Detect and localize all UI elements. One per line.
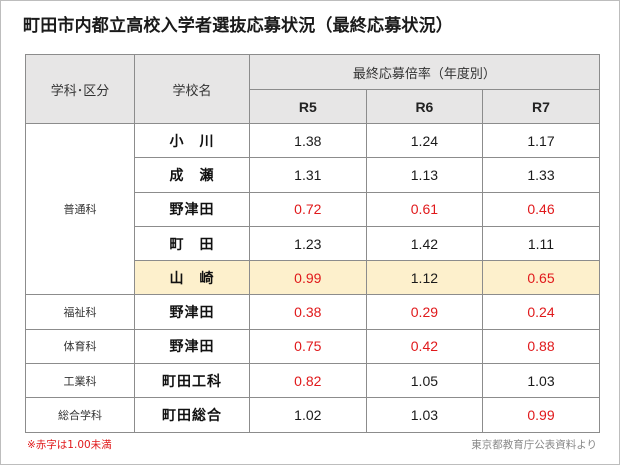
- school-name-cell: 町 田: [134, 225, 250, 262]
- table-body: 普通科小 川 1.38 1.24 1.17 成 瀬 1.31 1.13 1.33 野津田 0.72…: [25, 122, 600, 433]
- table-row: 工業科 町田工科 0.82 1.05 1.03: [25, 363, 600, 399]
- footnote-red-text: ※赤字は1.00未満: [27, 439, 112, 451]
- table-row: 福祉科 野津田 0.38 0.29 0.24: [25, 294, 600, 330]
- ratio-cell: 1.33: [482, 157, 600, 193]
- source-note: 東京都教育庁公表資料より: [471, 439, 597, 451]
- table-row: 普通科小 川 1.38 1.24 1.17: [25, 122, 600, 296]
- ratio-cell: 0.42: [365, 328, 484, 365]
- ratio-cell: 0.99: [482, 397, 600, 433]
- ratio-cell: 1.05: [365, 363, 484, 399]
- ratio-cell: 1.03: [365, 397, 484, 433]
- header-year-r6: R6: [365, 89, 484, 124]
- ratio-cell: 0.72: [249, 191, 367, 227]
- ratio-cell: 1.11: [482, 225, 600, 262]
- category-cell: 総合学科: [25, 397, 135, 433]
- ratio-cell: 1.24: [365, 122, 484, 159]
- category-cell: 福祉科: [25, 294, 135, 330]
- ratio-cell: 1.23: [249, 225, 367, 262]
- table-row: 体育科 野津田 0.75 0.42 0.88: [25, 328, 600, 365]
- school-name-cell: 町田総合: [134, 397, 250, 433]
- ratio-cell: 1.42: [365, 225, 484, 262]
- table-row: 町 田 1.23 1.42 1.11: [26, 225, 600, 262]
- ratio-cell: 0.24: [482, 294, 600, 330]
- header-school: 学校名: [134, 54, 250, 124]
- category-cell: 体育科: [25, 328, 135, 365]
- school-name-cell: 小 川: [134, 122, 250, 159]
- ratio-cell: 1.17: [482, 122, 600, 159]
- ratio-cell: 1.02: [249, 397, 367, 433]
- school-name-cell: 野津田: [134, 191, 250, 227]
- header-year-r5: R5: [249, 89, 367, 124]
- ratio-cell: 1.03: [482, 363, 600, 399]
- school-name-cell: 山 崎: [134, 260, 250, 296]
- header-year-r7: R7: [482, 89, 600, 124]
- table-row: 総合学科 町田総合 1.02 1.03 0.99: [25, 397, 600, 433]
- ratio-cell: 0.82: [249, 363, 367, 399]
- school-name-cell: 野津田: [134, 328, 250, 365]
- ratio-cell: 0.46: [482, 191, 600, 227]
- header-category: 学科･区分: [25, 54, 135, 124]
- ratio-cell: 0.99: [249, 260, 367, 296]
- table-row: 野津田 0.72 0.61 0.46: [26, 191, 600, 227]
- ratio-cell: 1.38: [249, 122, 367, 159]
- ratio-cell: 0.29: [365, 294, 484, 330]
- table-row: 成 瀬 1.31 1.13 1.33: [26, 157, 600, 193]
- page-title: 町田市内都立高校入学者選抜応募状況（最終応募状況）: [23, 16, 453, 36]
- ratio-cell: 1.13: [365, 157, 484, 193]
- ratio-cell: 0.88: [482, 328, 600, 365]
- ratio-cell: 1.31: [249, 157, 367, 193]
- school-name-cell: 町田工科: [134, 363, 250, 399]
- ratio-cell: 0.75: [249, 328, 367, 365]
- category-cell: 工業科: [25, 363, 135, 399]
- ratio-cell: 0.61: [365, 191, 484, 227]
- category-cell: 普通科: [25, 122, 135, 296]
- header-ratio-group: 最終応募倍率（年度別）: [249, 54, 600, 90]
- ratio-cell: 0.38: [249, 294, 367, 330]
- ratio-cell: 0.65: [482, 260, 600, 296]
- school-name-cell: 野津田: [134, 294, 250, 330]
- application-ratio-table: 学科･区分 学校名 最終応募倍率（年度別） R5 R6 R7 普通科小 川 1.3…: [25, 54, 600, 433]
- table-row: 山 崎 0.99 1.12 0.65: [26, 260, 600, 296]
- ratio-cell: 1.12: [365, 260, 484, 296]
- school-name-cell: 成 瀬: [134, 157, 250, 193]
